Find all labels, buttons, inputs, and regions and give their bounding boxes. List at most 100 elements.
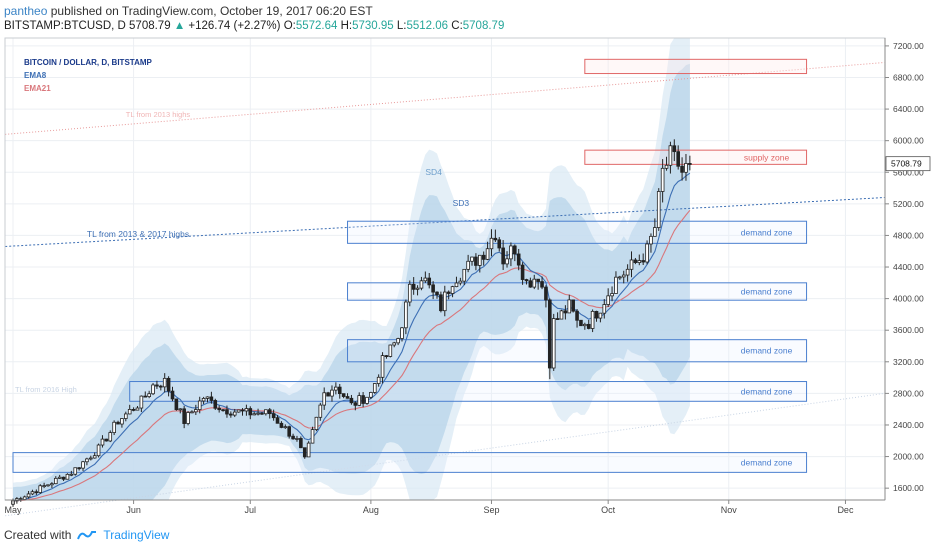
candle-body	[419, 280, 424, 289]
candle	[89, 455, 93, 461]
candle-body	[252, 413, 256, 416]
candle	[170, 386, 175, 402]
zone-supply-0[interactable]	[584, 149, 808, 165]
close-label: C:	[451, 20, 463, 32]
candle-body	[236, 409, 241, 413]
candle	[431, 281, 435, 300]
candle-body	[100, 438, 105, 446]
candle	[586, 319, 591, 330]
candle-body	[423, 277, 428, 282]
candle-body	[404, 301, 408, 329]
x-axis[interactable]: May Jun Jul Aug Sep Oct Nov Dec	[4, 500, 854, 515]
candle-body	[92, 455, 97, 459]
zone-supply-1[interactable]	[584, 58, 808, 75]
zone-demand-2[interactable]	[347, 220, 808, 244]
zone-demand-6[interactable]	[12, 452, 808, 473]
x-tick-label-4: Sep	[483, 505, 499, 515]
candle-body	[310, 429, 315, 444]
candle	[466, 254, 470, 273]
candle	[194, 404, 198, 416]
candle	[579, 319, 583, 327]
candle	[166, 376, 171, 397]
candle	[590, 309, 595, 333]
y-tick-label-11: 6000.00	[893, 136, 924, 146]
candle-body	[567, 299, 572, 314]
y-tick-label-7: 4400.00	[893, 262, 924, 272]
candle-body	[602, 304, 607, 314]
tradingview-logo-icon	[77, 531, 97, 540]
chart-header-ohlc: BITSTAMP:BTCUSD, D 5708.79 ▲ +126.74 (+2…	[4, 20, 504, 32]
candle	[287, 425, 291, 439]
demand-zone-label-4: demand zone	[741, 346, 793, 356]
candle-body	[330, 389, 334, 397]
candle-body	[295, 438, 299, 440]
candle-body	[221, 409, 225, 412]
candle	[392, 341, 397, 348]
candle-body	[264, 409, 268, 415]
candle-body	[528, 280, 533, 288]
candle-body	[170, 390, 175, 400]
candle	[610, 286, 614, 302]
candle	[283, 424, 288, 429]
candle-body	[244, 408, 249, 412]
author-name[interactable]: pantheo	[4, 4, 48, 18]
candle	[252, 411, 256, 416]
candle-body	[435, 291, 439, 296]
candle-body	[509, 245, 513, 260]
candle	[77, 467, 81, 471]
candle-body	[481, 254, 486, 260]
y-tick-label-1: 2000.00	[893, 452, 924, 462]
y-axis[interactable]: 1600.00 2000.00 2400.00 2800.00 3200.00 3600.…	[885, 41, 931, 493]
candle-body	[365, 396, 369, 404]
candle	[135, 406, 140, 411]
candle-body	[396, 338, 400, 344]
candle-body	[42, 485, 46, 488]
tradingview-brand[interactable]: TradingView	[103, 528, 170, 542]
y-tick-label-12: 6400.00	[893, 104, 924, 114]
candle	[306, 441, 311, 458]
candle	[337, 383, 342, 399]
zone-demand-4[interactable]	[347, 339, 808, 363]
candle	[345, 393, 350, 399]
candle-body	[618, 276, 622, 279]
candle	[419, 276, 424, 291]
candle-body	[197, 400, 202, 410]
candle	[147, 390, 151, 399]
candle-body	[127, 409, 132, 415]
candle	[583, 322, 587, 330]
candle-body	[633, 259, 638, 263]
candle	[415, 285, 420, 296]
candle	[190, 410, 194, 414]
candle-body	[248, 408, 253, 416]
price-chart[interactable]: supply zone demand zone demand zone demand …	[0, 0, 932, 520]
candle-body	[559, 310, 564, 320]
candle	[353, 401, 358, 411]
candle-body	[38, 485, 43, 493]
footer: Created with TradingView	[4, 526, 169, 544]
candle-body	[205, 396, 210, 399]
candle-body	[594, 310, 599, 319]
candle	[279, 421, 284, 429]
candle-body	[256, 412, 260, 415]
candle-body	[349, 397, 354, 404]
candle	[232, 408, 237, 418]
candle	[524, 278, 529, 285]
candle-body	[563, 310, 568, 314]
candle-body	[555, 318, 560, 320]
candle	[182, 406, 186, 429]
zone-demand-3[interactable]	[347, 282, 808, 301]
candle	[660, 159, 665, 203]
candle-body	[614, 276, 618, 294]
candle-body	[610, 293, 614, 297]
candle	[540, 276, 544, 290]
chart-header-publisher: pantheo published on TradingView.com, Oc…	[4, 4, 373, 18]
y-tick-label-14: 7200.00	[893, 41, 924, 51]
candle-body	[314, 416, 319, 430]
candle	[108, 430, 113, 443]
candle-body	[143, 395, 148, 398]
candle	[159, 384, 163, 391]
candle-body	[151, 384, 155, 395]
candle	[563, 305, 568, 320]
zone-demand-5[interactable]	[129, 381, 808, 402]
candle	[244, 404, 249, 416]
